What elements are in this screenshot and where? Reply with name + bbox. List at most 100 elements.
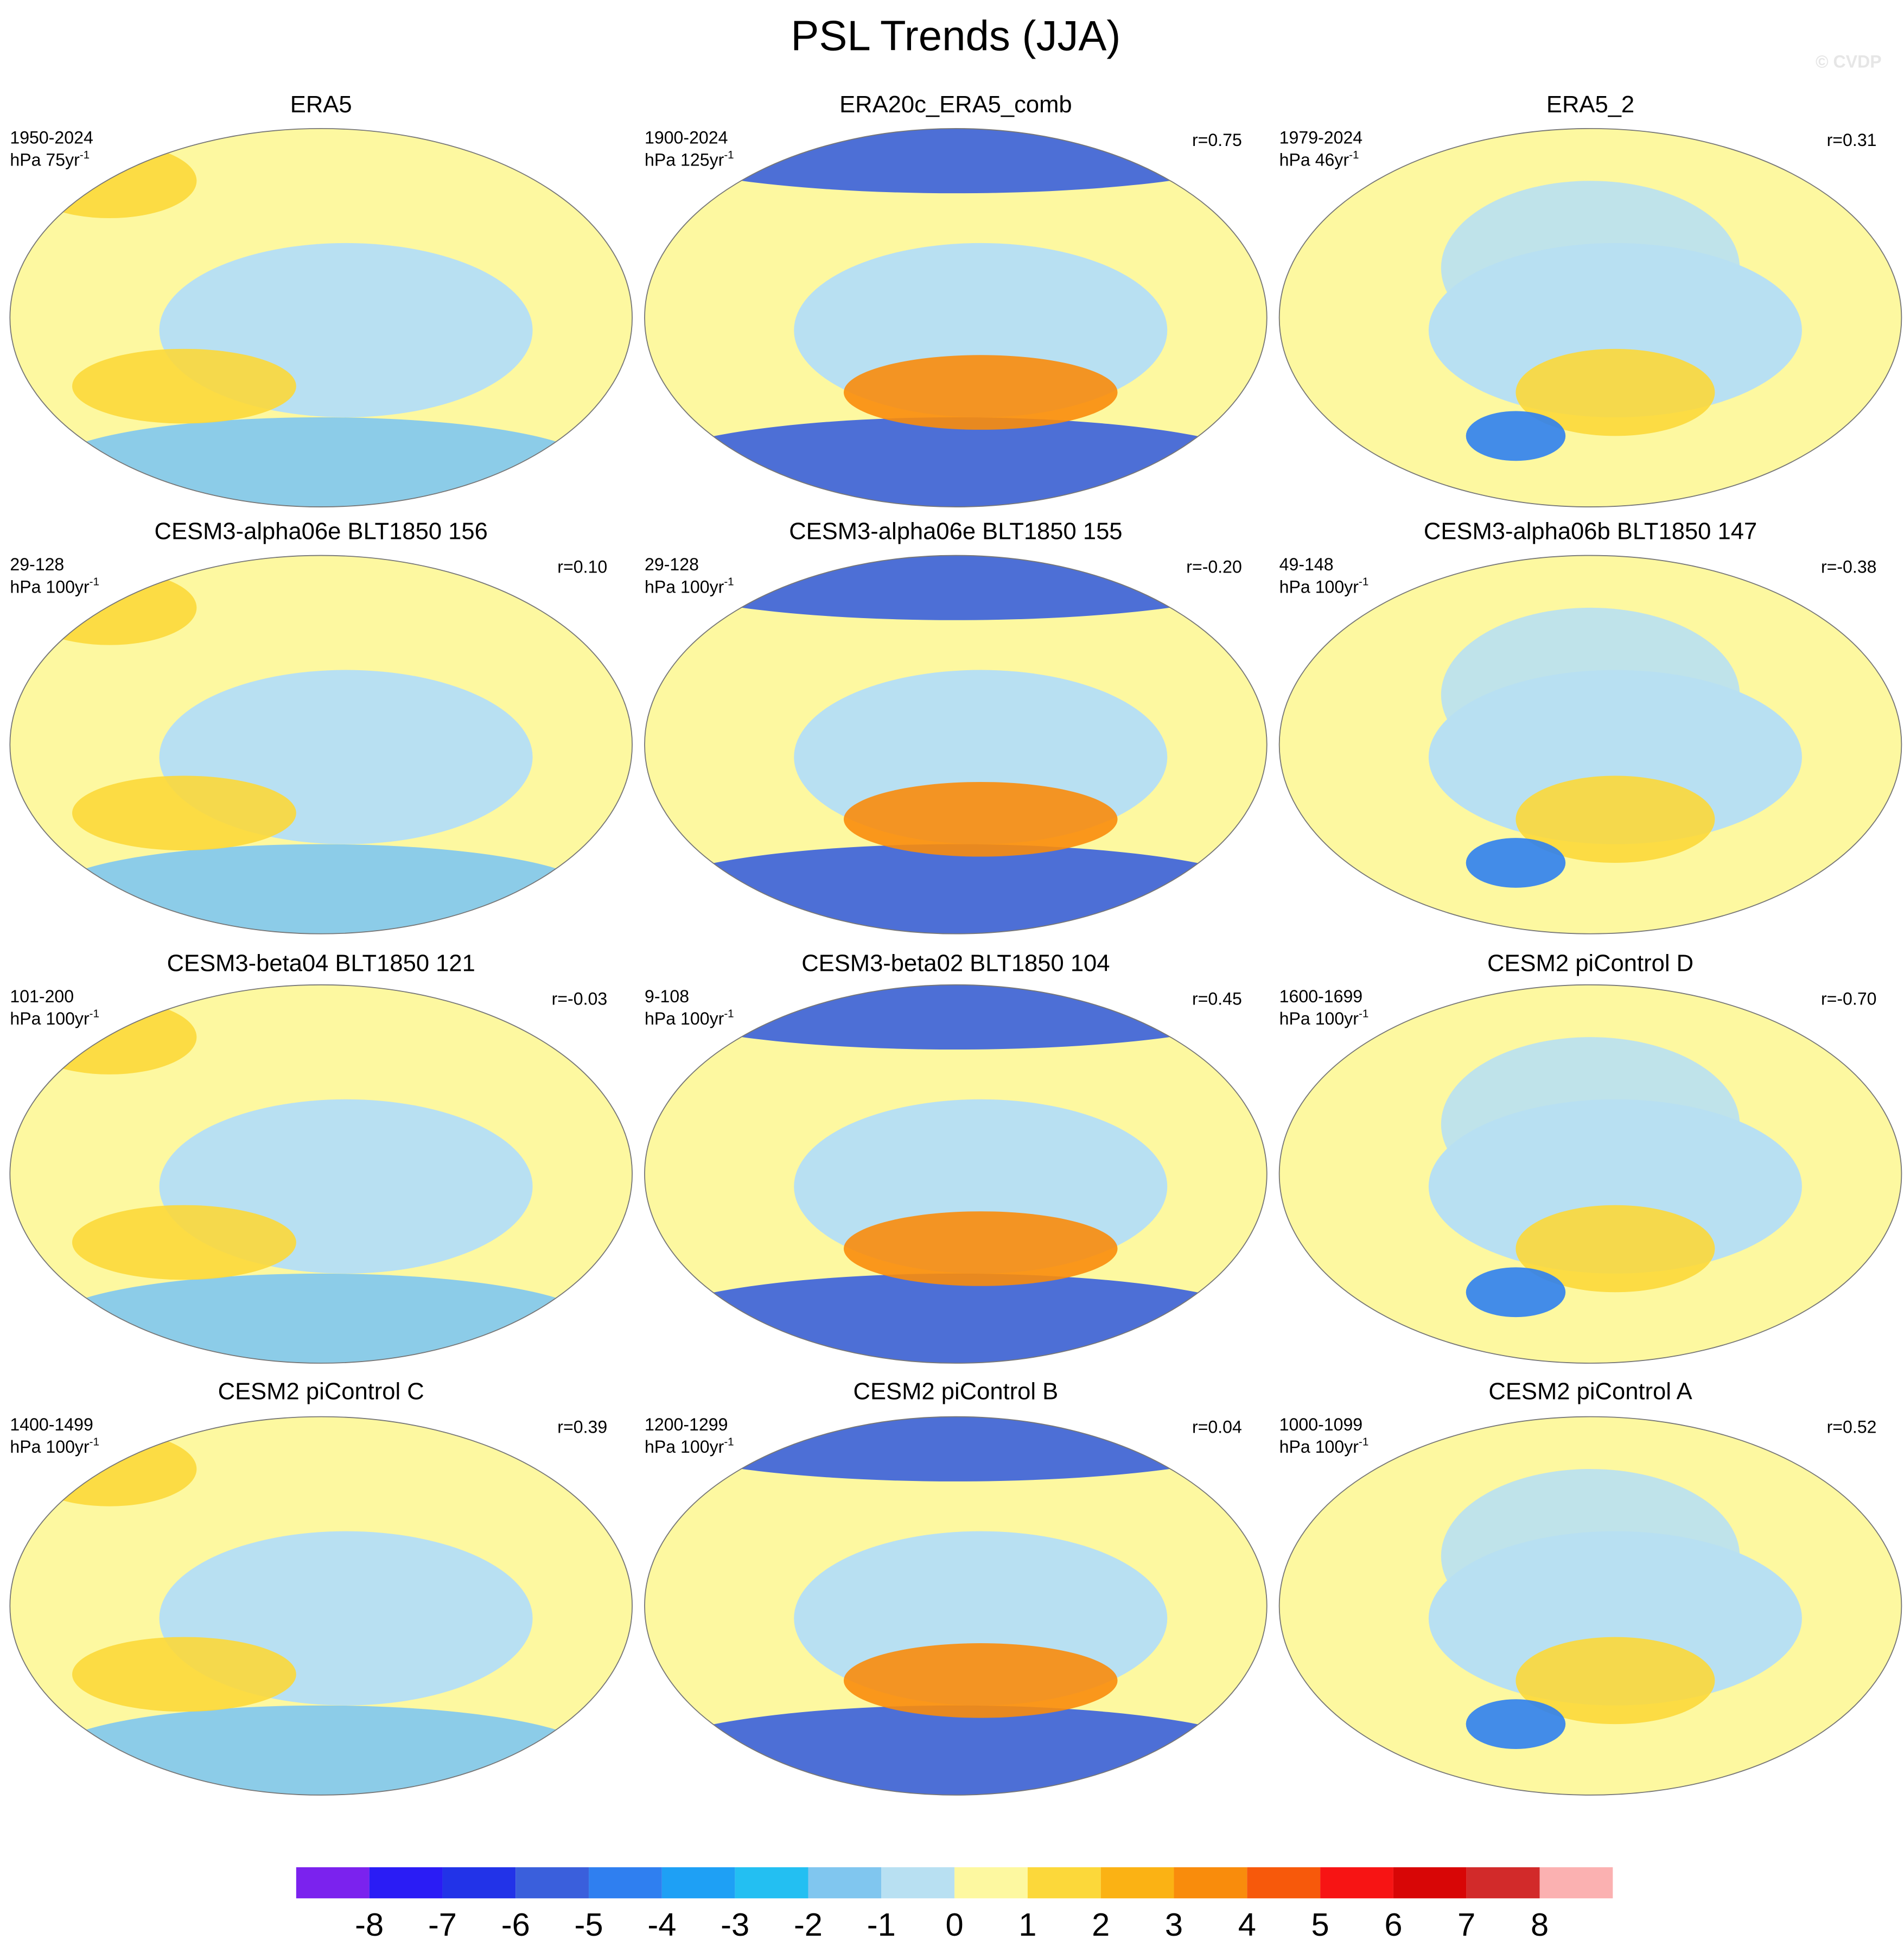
- colorbar-tick-label: 1: [1018, 1906, 1036, 1943]
- panel-units: hPa 100yr-1: [10, 576, 99, 597]
- colorbar-box: [881, 1867, 955, 1899]
- panel-period: 1200-1299: [645, 1415, 728, 1434]
- panel-correlation: r=0.39: [557, 1417, 607, 1436]
- field-region: [645, 1273, 1267, 1364]
- colorbar: -8 -7 -6 -5 -4 -3 -2 -1 0 1 2 3 4 5 6 7 8: [296, 1867, 1613, 1943]
- panel-period: 9-108: [645, 987, 689, 1006]
- colorbar-box: [1247, 1867, 1321, 1899]
- colorbar-tick-label: -7: [428, 1906, 457, 1943]
- panel-title: ERA20c_ERA5_comb: [839, 92, 1072, 118]
- units-exponent: -1: [90, 1007, 99, 1020]
- panel-units: hPa 100yr-1: [645, 1435, 734, 1457]
- field-region: [1515, 1205, 1715, 1293]
- units-exponent: -1: [724, 576, 734, 588]
- panel-period: 49-148: [1279, 555, 1334, 574]
- panel-correlation: r=0.04: [1192, 1417, 1242, 1436]
- field-region: [1466, 838, 1566, 888]
- units-exponent: -1: [1349, 149, 1359, 161]
- field-region: [1515, 348, 1715, 436]
- units-text: hPa 100yr: [645, 1437, 724, 1457]
- map-outline: [1278, 1416, 1902, 1796]
- colorbar-box: [1539, 1867, 1613, 1899]
- panel-title: CESM2 piControl A: [1488, 1379, 1692, 1405]
- panel-units: hPa 100yr-1: [1279, 1007, 1369, 1028]
- field-region: [645, 844, 1267, 934]
- field-region: [645, 128, 1267, 194]
- field-region: [72, 775, 296, 851]
- watermark: © CVDP: [1816, 52, 1882, 72]
- field-region: [645, 1416, 1267, 1481]
- units-exponent: -1: [80, 149, 90, 161]
- field-region: [72, 348, 296, 424]
- panel-correlation: r=-0.03: [552, 989, 608, 1008]
- panel-title: CESM2 piControl B: [854, 1379, 1059, 1405]
- field-region: [1466, 1267, 1566, 1318]
- panel-units: hPa 100yr-1: [10, 1435, 99, 1457]
- panel-title: CESM3-alpha06b BLT1850 147: [1424, 519, 1757, 545]
- field-region: [645, 984, 1267, 1050]
- colorbar-tick-label: -5: [575, 1906, 603, 1943]
- panel-units: hPa 46yr-1: [1279, 149, 1359, 170]
- colorbar-tick-label: 4: [1238, 1906, 1256, 1943]
- field-region: [843, 1211, 1118, 1286]
- panel-title: CESM3-alpha06e BLT1850 156: [155, 519, 488, 545]
- units-text: hPa 100yr: [645, 577, 724, 596]
- map-panel: ERA20c_ERA5_comb 1900-2024 hPa 125yr-1 r=0.…: [644, 92, 1268, 508]
- panel-period: 1400-1499: [10, 1415, 93, 1434]
- panel-period: 29-128: [645, 555, 699, 574]
- units-exponent: -1: [90, 1435, 99, 1448]
- units-text: hPa 100yr: [1279, 1437, 1359, 1457]
- panel-units: hPa 100yr-1: [1279, 1435, 1369, 1457]
- field-region: [1441, 1468, 1740, 1644]
- colorbar-box: [442, 1867, 516, 1899]
- units-text: hPa 100yr: [1279, 1009, 1359, 1028]
- field-region: [1441, 1037, 1740, 1212]
- colorbar-box: [954, 1867, 1028, 1899]
- field-region: [72, 1637, 296, 1712]
- units-text: hPa 100yr: [10, 577, 90, 596]
- colorbar-tick-label: -1: [867, 1906, 896, 1943]
- panel-correlation: r=0.10: [557, 557, 607, 577]
- map-panel: ERA5 1950-2024 hPa 75yr-1: [9, 92, 633, 508]
- field-region: [645, 1705, 1267, 1795]
- colorbar-tick-label: 2: [1092, 1906, 1110, 1943]
- colorbar-box: [1027, 1867, 1101, 1899]
- units-text: hPa 100yr: [1279, 577, 1359, 596]
- panel-period: 101-200: [10, 987, 74, 1006]
- field-region: [843, 1643, 1118, 1718]
- panel-title: CESM2 piControl C: [218, 1379, 424, 1405]
- map-outline: [644, 1416, 1268, 1796]
- colorbar-box: [369, 1867, 443, 1899]
- map-panel: CESM3-alpha06e BLT1850 156 29-128 hPa 100y…: [9, 519, 633, 934]
- units-text: hPa 75yr: [10, 150, 80, 170]
- colorbar-tick-label: 0: [946, 1906, 964, 1943]
- map-panel: CESM3-alpha06e BLT1850 155 29-128 hPa 100y…: [644, 519, 1268, 934]
- colorbar-tick-label: -6: [501, 1906, 530, 1943]
- panel-period: 1950-2024: [10, 128, 93, 147]
- panel-units: hPa 75yr-1: [10, 149, 90, 170]
- panel-title: CESM2 piControl D: [1487, 951, 1693, 977]
- field-region: [843, 781, 1118, 857]
- map-outline: [9, 984, 633, 1364]
- field-region: [1515, 775, 1715, 863]
- field-region: [843, 355, 1118, 430]
- colorbar-box: [1466, 1867, 1540, 1899]
- map-panel: ERA5_2 1979-2024 hPa 46yr-1 r=0.31: [1278, 92, 1902, 508]
- field-region: [1466, 411, 1566, 461]
- panel-units: hPa 100yr-1: [1279, 576, 1369, 597]
- panel-title: ERA5: [290, 92, 352, 118]
- units-exponent: -1: [724, 1007, 734, 1020]
- panel-units: hPa 100yr-1: [10, 1007, 99, 1028]
- map-outline: [644, 555, 1268, 934]
- panel-correlation: r=-0.70: [1821, 989, 1877, 1008]
- panel-correlation: r=-0.38: [1821, 557, 1877, 577]
- field-region: [1441, 607, 1740, 782]
- map-outline: [644, 128, 1268, 508]
- colorbar-box: [808, 1867, 882, 1899]
